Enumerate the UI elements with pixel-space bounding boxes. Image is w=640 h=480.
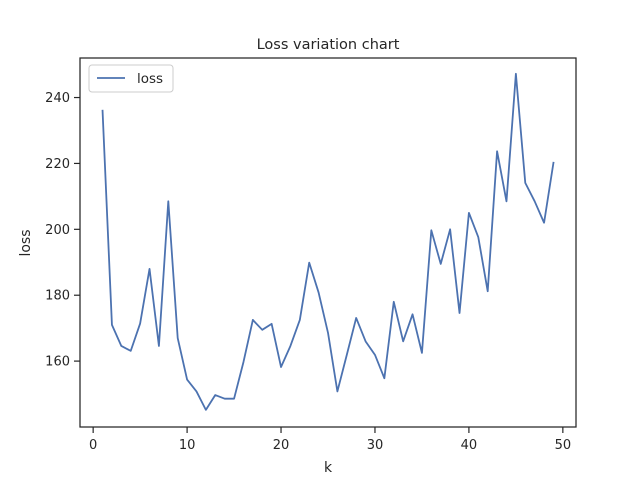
x-tick-label: 30 xyxy=(367,438,384,453)
x-tick-label: 20 xyxy=(273,438,290,453)
y-tick-label: 160 xyxy=(45,355,70,370)
x-axis: 0 10 20 30 40 50 xyxy=(89,427,571,453)
x-tick-label: 0 xyxy=(89,438,97,453)
x-axis-label: k xyxy=(324,460,333,476)
y-axis-label: loss xyxy=(18,229,34,256)
chart-title: Loss variation chart xyxy=(257,37,400,53)
y-tick-label: 200 xyxy=(45,223,70,238)
y-tick-label: 180 xyxy=(45,289,70,304)
y-tick-label: 220 xyxy=(45,157,70,172)
plot-area xyxy=(79,57,577,428)
y-axis: 160 180 200 220 240 xyxy=(45,91,80,370)
x-tick-label: 10 xyxy=(179,438,196,453)
series-line-loss xyxy=(101,72,555,411)
y-tick-label: 240 xyxy=(45,91,70,106)
legend-box xyxy=(88,64,174,93)
x-tick-label: 50 xyxy=(555,438,572,453)
x-tick-label: 40 xyxy=(461,438,478,453)
series-layer xyxy=(101,72,555,411)
legend: loss xyxy=(88,64,174,93)
legend-label-loss: loss xyxy=(137,71,163,87)
